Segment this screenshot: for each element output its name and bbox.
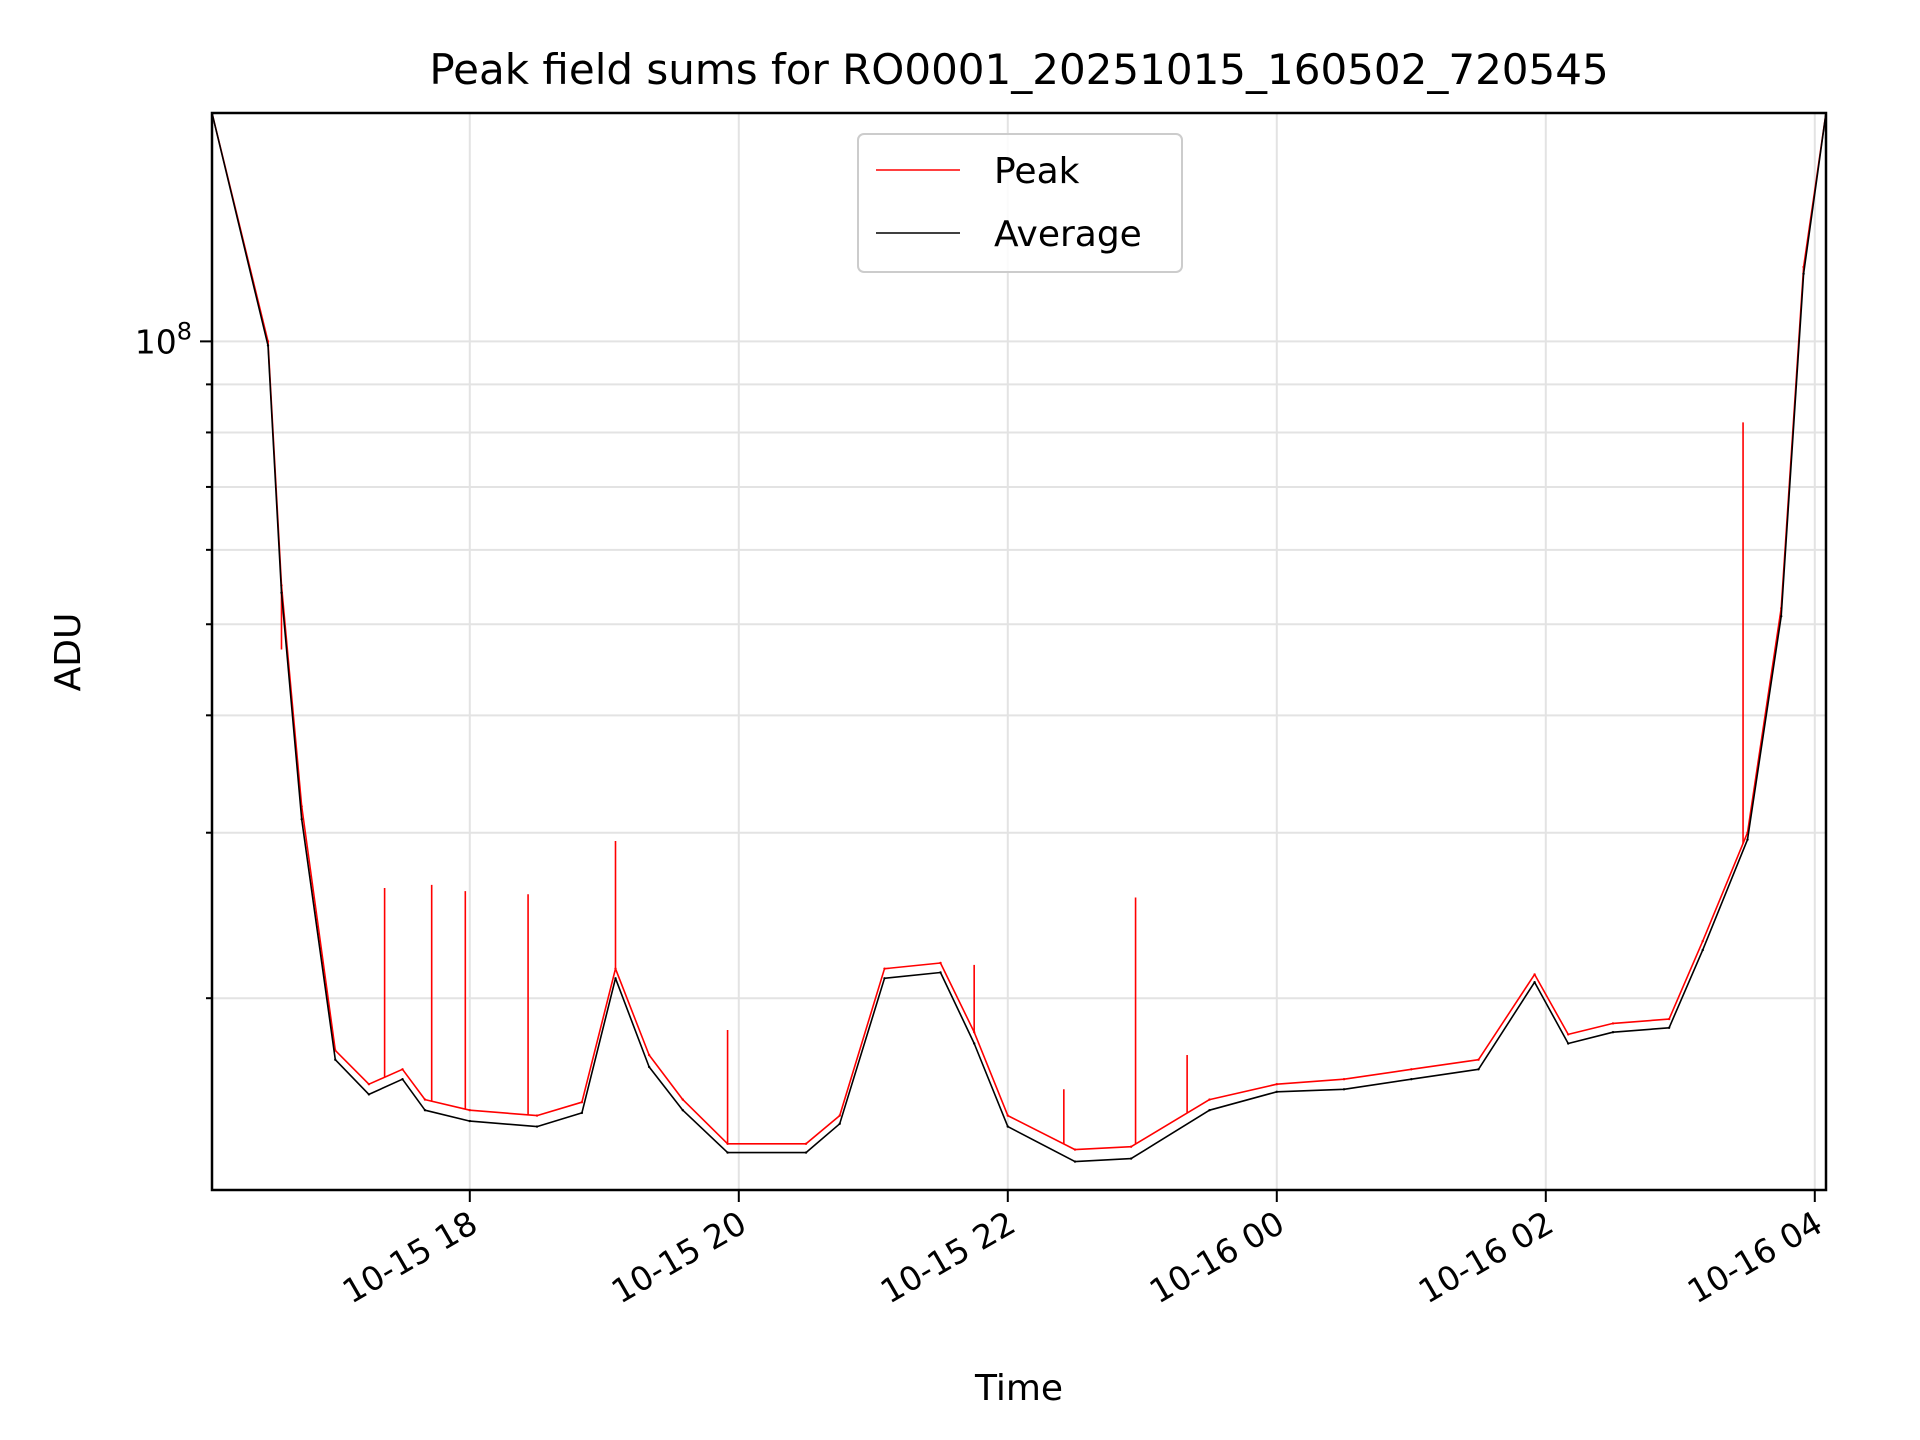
data-point-peak — [1701, 940, 1704, 943]
data-point-peak — [1342, 1078, 1346, 1081]
data-point-peak — [804, 1142, 808, 1146]
data-point-average — [401, 1078, 404, 1081]
data-point-average — [367, 1093, 371, 1096]
legend-peak-label: Peak — [994, 151, 1080, 192]
x-axis-ticks: 10-15 18 10-15 20 10-15 22 10-16 00 10-16 02… — [336, 1190, 1829, 1311]
data-point-average — [804, 1151, 808, 1154]
chart-title: Peak field sums for RO0001_20251015_1605… — [429, 45, 1608, 94]
data-point-average — [1567, 1042, 1570, 1045]
data-point-peak — [535, 1114, 539, 1117]
data-point-average — [681, 1109, 684, 1112]
x-tick-label: 10-16 02 — [1412, 1203, 1560, 1311]
data-point-peak — [1006, 1114, 1009, 1117]
data-point-peak — [1129, 1145, 1133, 1148]
data-point-average — [1477, 1068, 1480, 1071]
data-point-average — [1275, 1090, 1279, 1094]
data-point-average — [1780, 615, 1783, 618]
legend: Peak Average — [857, 133, 1183, 273]
y-axis-label: ADU — [48, 613, 89, 692]
x-tick-label: 10-15 18 — [336, 1203, 484, 1311]
data-point-average — [726, 1151, 729, 1154]
series-layer — [212, 113, 1826, 1163]
data-point-average — [1129, 1157, 1133, 1160]
data-point-peak — [401, 1068, 404, 1071]
data-point-peak — [647, 1053, 651, 1057]
data-point-average — [468, 1119, 471, 1123]
data-point-average — [973, 1042, 976, 1045]
data-point-peak — [883, 967, 886, 970]
data-point-average — [1746, 838, 1749, 841]
x-tick-label: 10-16 04 — [1681, 1203, 1829, 1311]
legend-box — [857, 133, 1183, 273]
data-point-peak — [1477, 1058, 1480, 1061]
y-axis-ticks: 108 — [135, 317, 212, 1000]
data-point-peak — [580, 1101, 584, 1104]
data-point-peak — [1667, 1017, 1671, 1021]
data-point-average — [334, 1058, 337, 1061]
x-tick-label: 10-15 20 — [605, 1203, 753, 1311]
data-point-average — [423, 1109, 427, 1112]
data-point-average — [1611, 1031, 1615, 1034]
data-point-peak — [838, 1114, 841, 1117]
data-point-average — [647, 1065, 651, 1069]
data-point-average — [1667, 1026, 1671, 1030]
data-point-average — [1701, 948, 1704, 952]
data-point-peak — [1073, 1148, 1077, 1151]
data-point-average — [1533, 981, 1536, 984]
data-point-average — [883, 977, 886, 980]
data-point-peak — [367, 1083, 371, 1086]
data-point-average — [1410, 1078, 1413, 1081]
data-point-average — [1342, 1088, 1346, 1091]
data-point-average — [1073, 1160, 1077, 1163]
x-tick-label: 10-15 22 — [874, 1203, 1022, 1311]
data-point-peak — [1410, 1068, 1413, 1071]
data-point-average — [266, 344, 270, 347]
legend-average-label: Average — [994, 214, 1142, 255]
data-point-peak — [423, 1098, 427, 1101]
plot-frame — [210, 111, 1828, 1192]
y-tick-label: 108 — [135, 317, 192, 361]
data-point-average — [614, 977, 617, 980]
data-point-average — [838, 1122, 841, 1126]
data-point-peak — [1567, 1033, 1570, 1036]
data-point-peak — [1611, 1022, 1615, 1025]
data-point-peak — [468, 1109, 471, 1112]
data-point-average — [939, 971, 942, 974]
data-point-peak — [1275, 1083, 1279, 1086]
grid — [212, 113, 1826, 1190]
data-point-peak — [1208, 1098, 1211, 1101]
data-point-peak — [939, 961, 942, 965]
x-axis-label: Time — [974, 1368, 1063, 1409]
data-point-average — [1006, 1125, 1009, 1128]
data-point-average — [1802, 272, 1805, 275]
data-point-average — [535, 1125, 539, 1128]
data-point-peak — [681, 1098, 684, 1101]
data-point-average — [300, 818, 303, 821]
data-point-average — [580, 1111, 584, 1115]
data-point-average — [280, 591, 283, 594]
x-tick-label: 10-16 00 — [1143, 1203, 1291, 1311]
data-point-peak — [1533, 973, 1536, 976]
data-point-average — [1208, 1109, 1211, 1112]
